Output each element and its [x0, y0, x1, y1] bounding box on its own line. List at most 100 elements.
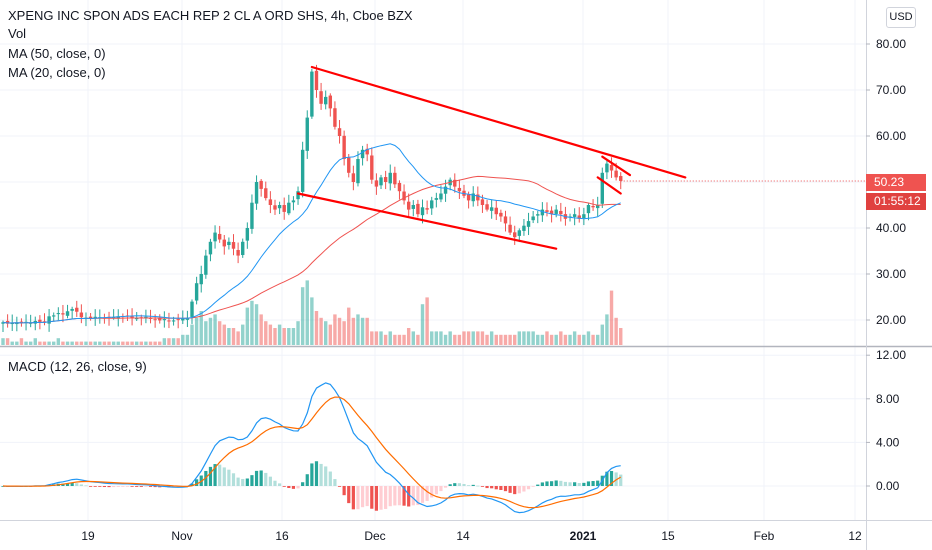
volume-bar — [324, 321, 328, 345]
candle — [56, 307, 61, 321]
price-tick-label: 40.00 — [876, 221, 906, 235]
candle — [393, 166, 397, 188]
volume-bar — [466, 331, 471, 345]
candle-body — [522, 225, 526, 231]
volume-bar — [582, 334, 586, 345]
volume-bar — [181, 334, 185, 345]
candle-body — [227, 241, 231, 246]
candle-body — [134, 318, 139, 320]
candle — [402, 184, 406, 205]
candle-body — [38, 319, 42, 322]
macd-histogram-bar — [609, 471, 614, 486]
macd-histogram-bar — [586, 481, 591, 486]
macd-histogram-bar — [310, 463, 314, 486]
candle — [268, 191, 273, 214]
volume-bar — [88, 341, 93, 345]
candle — [360, 145, 365, 166]
candle — [204, 249, 208, 279]
volume-bar — [397, 334, 402, 345]
macd-histogram-bar — [605, 471, 609, 486]
signal-line — [2, 396, 622, 509]
candle-body — [383, 177, 388, 182]
candle — [181, 310, 185, 325]
volume-bar — [517, 331, 522, 345]
trendline — [296, 192, 558, 250]
volume-bars — [1, 280, 623, 345]
candle-body — [291, 200, 296, 203]
macd-histogram-bar — [499, 486, 503, 490]
candle-body — [47, 316, 51, 324]
volume-bar — [264, 321, 268, 345]
macd-histogram-bar — [420, 486, 425, 503]
macd-histogram-bar — [61, 483, 65, 486]
price-tick-label: 30.00 — [876, 267, 906, 281]
macd-indicator — [1, 382, 623, 514]
macd-histogram-bar — [416, 486, 420, 506]
volume-bar — [79, 341, 84, 345]
candle-body — [222, 239, 226, 247]
macd-line — [2, 382, 621, 514]
time-tick-label: 19 — [81, 529, 95, 543]
macd-histogram-bar — [439, 486, 443, 492]
volume-bar — [250, 300, 254, 345]
macd-histogram-bar — [227, 469, 231, 486]
macd-histogram-bar — [305, 474, 309, 486]
candle-body — [374, 180, 379, 187]
candle — [75, 300, 79, 317]
volume-legend: Vol — [8, 26, 27, 41]
candle — [208, 238, 213, 262]
candle — [291, 196, 296, 211]
candle-body — [204, 255, 208, 275]
macd-histogram-bar — [70, 482, 74, 486]
volume-bar — [176, 338, 180, 345]
macd-histogram-bar — [448, 484, 452, 486]
volume-bar — [194, 317, 199, 345]
volume-bar — [540, 334, 545, 345]
volume-bar — [56, 338, 61, 345]
candle-body — [324, 96, 328, 105]
macd-histogram-bar — [370, 486, 374, 509]
macd-histogram-bar — [549, 481, 554, 486]
candle-body — [167, 320, 171, 322]
volume-bar — [337, 317, 342, 345]
candle — [508, 216, 512, 235]
candle — [559, 202, 563, 222]
candle-body — [28, 322, 33, 324]
volume-bar — [443, 334, 448, 345]
volume-bar — [600, 324, 604, 345]
macd-histogram-bar — [526, 486, 531, 490]
macd-histogram-bar — [190, 483, 194, 486]
candle-body — [466, 194, 471, 201]
candle-body — [430, 200, 434, 209]
volume-bar — [360, 317, 365, 345]
volume-bar — [457, 334, 462, 345]
volume-bar — [107, 341, 111, 345]
candle — [370, 147, 374, 184]
candle-body — [171, 320, 176, 322]
volume-bar — [480, 331, 485, 345]
volume-bar — [282, 328, 286, 345]
trendlines[interactable] — [296, 65, 687, 250]
macd-histogram-bar — [559, 480, 563, 486]
currency-button[interactable]: USD — [886, 7, 916, 28]
candle — [453, 173, 457, 193]
time-tick-label: 14 — [456, 529, 470, 543]
candle-body — [605, 163, 609, 173]
price-tick-label: 70.00 — [876, 83, 906, 97]
candle — [310, 68, 314, 119]
candle — [176, 313, 180, 329]
volume-bar — [595, 334, 600, 345]
candle — [213, 225, 217, 249]
candle — [134, 312, 139, 321]
macd-histogram-bar — [236, 477, 240, 486]
volume-bar — [554, 334, 558, 345]
candle-body — [328, 95, 333, 109]
candle — [324, 90, 328, 110]
candle-body — [499, 212, 503, 217]
candle-body — [300, 149, 305, 192]
volume-bar — [333, 314, 337, 345]
volume-bar — [231, 328, 236, 345]
macd-histogram-bar — [388, 486, 392, 507]
candle — [365, 143, 369, 162]
